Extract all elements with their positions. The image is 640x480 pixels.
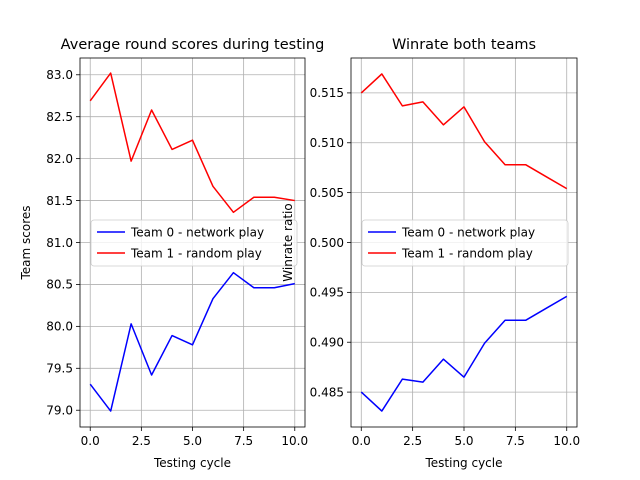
y-axis-label: Winrate ratio (281, 203, 295, 281)
chart-title: Winrate both teams (392, 37, 536, 53)
y-tick-label: 0.515 (310, 86, 344, 100)
x-tick-label: 0.0 (81, 434, 100, 448)
x-tick-label: 7.5 (506, 434, 525, 448)
y-axis-label: Team scores (19, 205, 33, 280)
series-line-team-0 (360, 295, 568, 412)
series-line-team-1 (89, 72, 295, 214)
scores-chart-panel: 0.0 2.5 5.0 7.5 10.0 79.0 79.5 80.0 80.5 81.0 81.5… (19, 37, 324, 470)
y-tick-label: 0.500 (310, 236, 344, 250)
legend-box (361, 219, 569, 267)
y-tick-label: 0.485 (310, 385, 344, 399)
x-tick-label: 2.5 (403, 434, 422, 448)
legend-label-team-0: Team 0 - network play (401, 225, 535, 239)
y-tick-label: 79.0 (46, 404, 73, 418)
x-tick-label: 5.0 (183, 434, 202, 448)
winrate-chart-panel: 0.0 2.5 5.0 7.5 10.0 0.485 0.490 0.495 0.500 0.50… (281, 37, 580, 470)
x-tick-label: 7.5 (234, 434, 253, 448)
y-tick-label: 0.505 (310, 186, 344, 200)
x-tick-label: 5.0 (454, 434, 473, 448)
y-tick-label: 83.0 (46, 68, 73, 82)
legend-label-team-1: Team 1 - random play (401, 246, 533, 260)
series-line-team-1 (360, 73, 568, 190)
y-tick-label: 82.0 (46, 152, 73, 166)
x-tick-label: 0.0 (352, 434, 371, 448)
y-tick-label: 0.495 (310, 286, 344, 300)
y-tick-label: 80.5 (46, 278, 73, 292)
series-line-team-0 (89, 271, 295, 412)
y-tick-label: 80.0 (46, 320, 73, 334)
y-tick-label: 0.490 (310, 336, 344, 350)
x-tick-label: 10.0 (281, 434, 308, 448)
chart-title: Average round scores during testing (61, 37, 325, 53)
x-tick-label: 10.0 (553, 434, 580, 448)
y-tick-label: 81.0 (46, 236, 73, 250)
legend: Team 0 - network play Team 1 - random pla… (90, 219, 298, 267)
y-tick-label: 82.5 (46, 110, 73, 124)
x-tick-label: 2.5 (132, 434, 151, 448)
x-axis-label: Testing cycle (153, 456, 231, 470)
legend-label-team-1: Team 1 - random play (130, 246, 262, 260)
legend-box (90, 219, 298, 267)
legend: Team 0 - network play Team 1 - random pla… (361, 219, 569, 267)
legend-label-team-0: Team 0 - network play (130, 225, 264, 239)
x-axis-label: Testing cycle (424, 456, 502, 470)
y-tick-label: 0.510 (310, 136, 344, 150)
y-tick-label: 81.5 (46, 194, 73, 208)
y-tick-label: 79.5 (46, 362, 73, 376)
